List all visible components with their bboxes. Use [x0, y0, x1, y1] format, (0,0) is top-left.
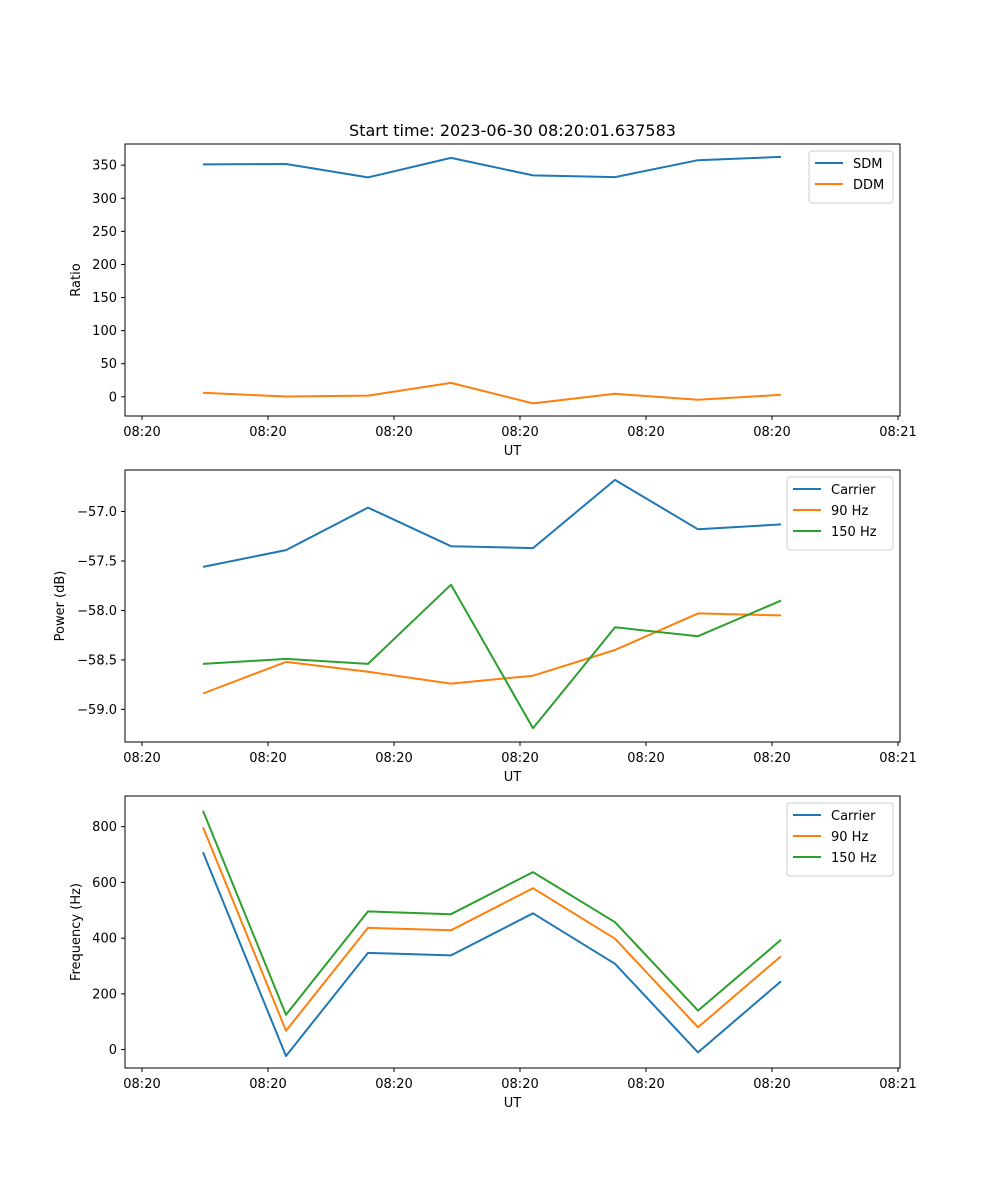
- legend-label: SDM: [853, 157, 882, 172]
- y-tick-label: 0: [109, 390, 117, 405]
- legend-label: DDM: [853, 178, 884, 193]
- y-tick-label: 200: [92, 987, 117, 1002]
- x-tick-label: 08:20: [123, 1077, 160, 1092]
- legend-label: 150 Hz: [831, 851, 877, 866]
- figure-title: Start time: 2023-06-30 08:20:01.637583: [349, 121, 676, 140]
- x-tick-label: 08:20: [375, 425, 412, 440]
- y-tick-label: 400: [92, 932, 117, 947]
- y-tick-label: −57.5: [77, 554, 117, 569]
- series-line-carrier: [202, 478, 782, 568]
- x-tick-label: 08:21: [879, 1077, 916, 1092]
- y-tick-label: 250: [92, 225, 117, 240]
- x-tick-label: 08:20: [501, 751, 538, 766]
- axes-frame: [124, 143, 901, 417]
- series-line-90-hz: [202, 826, 782, 1032]
- subplots: 08:20 08:20 08:20 08:20 08:20 08:20 08:21 UT 0 50…: [53, 143, 917, 1111]
- y-tick-label: 0: [109, 1043, 117, 1058]
- y-tick-label: 50: [100, 357, 117, 372]
- axes-frame: [124, 795, 901, 1069]
- y-tick-label: −58.5: [77, 653, 117, 668]
- x-tick-label: 08:21: [879, 425, 916, 440]
- subplot-1: 08:20 08:20 08:20 08:20 08:20 08:20 08:21 UT 0 50…: [69, 143, 917, 459]
- x-tick-label: 08:20: [627, 751, 664, 766]
- x-tick-label: 08:20: [249, 751, 286, 766]
- y-tick-label: −57.0: [77, 505, 117, 520]
- y-axis-label: Ratio: [69, 263, 84, 296]
- y-tick-label: 350: [92, 159, 117, 174]
- subplot-2: 08:20 08:20 08:20 08:20 08:20 08:20 08:21 UT −59…: [53, 469, 917, 785]
- x-tick-label: 08:20: [501, 425, 538, 440]
- x-axis-label: UT: [504, 770, 522, 785]
- axes-frame: [124, 469, 901, 743]
- x-tick-label: 08:20: [249, 1077, 286, 1092]
- legend: SDM DDM: [808, 150, 894, 204]
- x-tick-label: 08:20: [627, 425, 664, 440]
- x-tick-label: 08:20: [249, 425, 286, 440]
- y-axis-label: Frequency (Hz): [69, 883, 84, 981]
- x-tick-label: 08:20: [753, 751, 790, 766]
- legend: Carrier 90 Hz 150 Hz: [786, 476, 894, 551]
- legend-label: Carrier: [831, 483, 876, 498]
- x-tick-label: 08:20: [375, 1077, 412, 1092]
- series-line-ddm: [202, 381, 782, 405]
- legend-label: 150 Hz: [831, 525, 877, 540]
- x-tick-label: 08:20: [375, 751, 412, 766]
- legend-label: 90 Hz: [831, 504, 868, 519]
- x-tick-label: 08:20: [123, 751, 160, 766]
- x-tick-label: 08:20: [123, 425, 160, 440]
- series-line-carrier: [202, 851, 782, 1057]
- legend-label: Carrier: [831, 809, 876, 824]
- y-tick-label: 100: [92, 324, 117, 339]
- y-tick-label: 600: [92, 876, 117, 891]
- series-line-150-hz: [202, 583, 782, 730]
- y-tick-label: 300: [92, 192, 117, 207]
- series-line-90-hz: [202, 612, 782, 695]
- x-axis-label: UT: [504, 444, 522, 459]
- x-axis-label: UT: [504, 1096, 522, 1111]
- y-tick-label: 200: [92, 258, 117, 273]
- y-tick-label: −59.0: [77, 703, 117, 718]
- x-tick-label: 08:20: [753, 425, 790, 440]
- x-tick-label: 08:20: [501, 1077, 538, 1092]
- subplot-3: 08:20 08:20 08:20 08:20 08:20 08:20 08:21 UT 0 20…: [69, 795, 917, 1111]
- x-tick-label: 08:20: [627, 1077, 664, 1092]
- y-tick-label: 800: [92, 820, 117, 835]
- x-tick-label: 08:21: [879, 751, 916, 766]
- x-tick-label: 08:20: [753, 1077, 790, 1092]
- legend-label: 90 Hz: [831, 830, 868, 845]
- y-tick-label: −58.0: [77, 604, 117, 619]
- y-axis-label: Power (dB): [53, 571, 68, 642]
- series-line-sdm: [202, 155, 782, 179]
- y-tick-label: 150: [92, 291, 117, 306]
- series-line-150-hz: [202, 810, 782, 1016]
- legend: Carrier 90 Hz 150 Hz: [786, 802, 894, 877]
